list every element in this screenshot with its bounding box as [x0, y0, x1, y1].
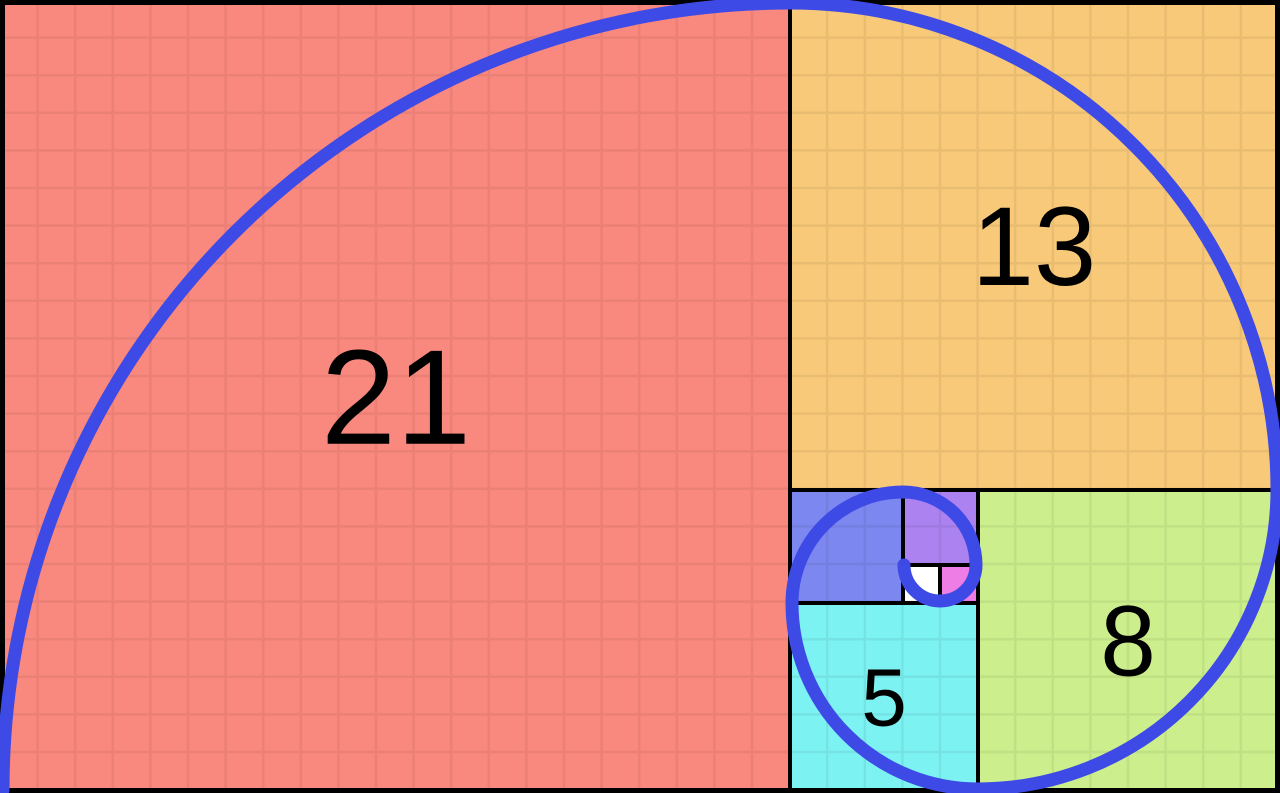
- label-8: 8: [1100, 586, 1156, 698]
- labels-layer: 21 13 8 5: [321, 184, 1156, 744]
- label-21: 21: [321, 322, 471, 473]
- square-13: [788, 0, 1280, 492]
- square-8: [976, 488, 1280, 793]
- label-5: 5: [861, 653, 907, 744]
- label-13: 13: [972, 184, 1097, 309]
- square-21: [0, 0, 792, 793]
